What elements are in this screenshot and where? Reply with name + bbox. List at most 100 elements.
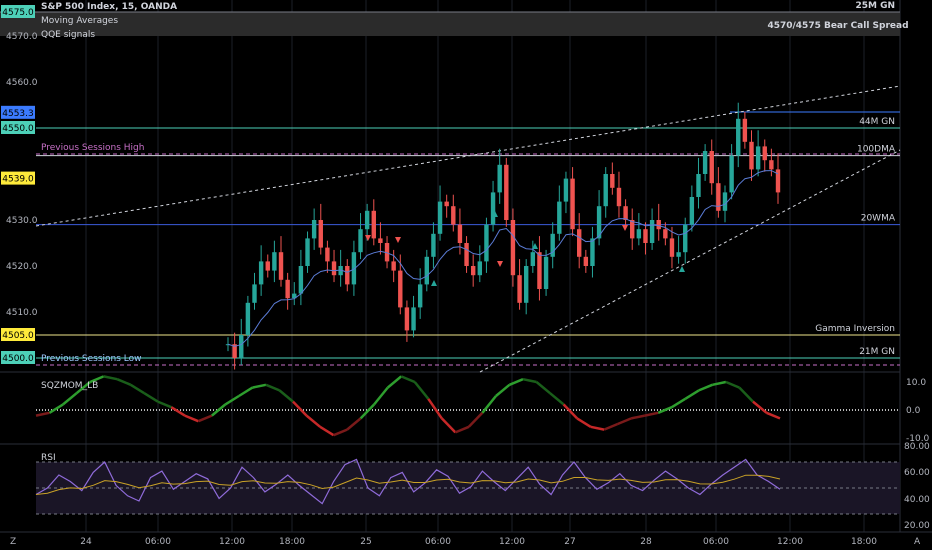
- candle-body: [689, 197, 695, 225]
- rsi-ma-line: [35, 474, 781, 495]
- price-badge-label: 4539.0: [2, 175, 34, 185]
- price-axis[interactable]: 4570.0 4560.0 4530.0 4520.0 4510.0: [6, 32, 38, 318]
- candle-body: [716, 183, 721, 211]
- candle-body: [490, 192, 496, 225]
- time-tick: 12:00: [499, 537, 525, 547]
- sqz-segment: [373, 386, 389, 406]
- candle-body: [477, 261, 483, 276]
- candle-body: [444, 201, 449, 207]
- strategy-banner: [0, 12, 900, 36]
- rsi-title: RSI: [41, 453, 56, 463]
- candle-body: [736, 118, 741, 156]
- sqz-segment: [427, 398, 443, 420]
- sqz-segment: [671, 397, 686, 409]
- price-badge: [1, 328, 35, 341]
- candle-body: [550, 233, 555, 257]
- rsi-tick: 80.00: [904, 442, 930, 452]
- sqz-segment: [400, 375, 416, 384]
- candle-body: [451, 206, 456, 225]
- candle-body: [596, 206, 602, 239]
- candle-body: [318, 220, 323, 248]
- candle-body: [239, 335, 244, 358]
- sqz-segment: [657, 406, 673, 414]
- candle-body: [563, 178, 569, 202]
- sqz-segment: [319, 425, 335, 437]
- candle-body: [464, 243, 469, 266]
- candle-body: [510, 220, 516, 276]
- candle-body: [696, 174, 701, 197]
- candle-body: [245, 302, 251, 335]
- sqz-segment: [333, 428, 348, 437]
- price-badge-label: 4505.0: [2, 331, 34, 341]
- candle-body: [722, 192, 728, 211]
- candle-body: [504, 164, 509, 220]
- candle-body: [683, 224, 688, 253]
- top-right-level-label: 25M GN: [855, 1, 895, 11]
- time-tick: 18:00: [279, 537, 305, 547]
- rsi-line: [35, 458, 781, 505]
- upper-trendline[interactable]: [35, 85, 901, 227]
- sqz-segment: [359, 403, 376, 420]
- candle-body: [371, 210, 376, 239]
- indicator-moving-averages[interactable]: Moving Averages: [41, 16, 119, 26]
- sqz-segment: [698, 383, 713, 392]
- sqz-segment: [644, 411, 659, 417]
- candle-body: [577, 229, 582, 257]
- sqz-segment: [292, 400, 308, 417]
- sqz-segment: [238, 386, 254, 398]
- level-label: 21M GN: [859, 347, 895, 357]
- candle-body: [391, 261, 396, 271]
- candle-body: [384, 243, 390, 262]
- time-axis[interactable]: 24 06:00 12:00 18:00 25 06:00 12:00 27 28 06:00 12…: [80, 537, 877, 547]
- level-label: 44M GN: [859, 117, 895, 127]
- bottom-left-button[interactable]: Z: [10, 537, 16, 547]
- candle-body: [517, 275, 522, 303]
- time-grid: [85, 0, 865, 532]
- candle-body: [325, 247, 330, 262]
- candle-body: [775, 169, 781, 193]
- rsi-tick: 20.00: [904, 521, 930, 531]
- qqe-signal-marker: [492, 211, 498, 217]
- sqz-segment: [386, 375, 403, 389]
- sqz-segment: [157, 400, 172, 409]
- indicator-qqe[interactable]: QQE signals: [41, 30, 96, 40]
- symbol-title[interactable]: S&P 500 Index, 15, OANDA: [41, 2, 178, 12]
- sqz-segment: [197, 414, 213, 423]
- sqz-tick: -10.0: [906, 434, 930, 444]
- sqz-segment: [576, 417, 592, 428]
- candle-body: [530, 252, 536, 266]
- candle-body: [338, 266, 343, 276]
- rsi-tick: 60.00: [904, 468, 930, 478]
- candle-body: [656, 220, 661, 230]
- qqe-signal-marker: [622, 225, 628, 231]
- price-badge: [1, 171, 35, 185]
- candle-body: [497, 164, 502, 193]
- sqz-axis: 10.0 0.0 -10.0: [906, 378, 930, 444]
- candle-body: [252, 284, 257, 303]
- candle-body: [331, 261, 337, 276]
- candle-body: [311, 220, 317, 239]
- bottom-right-button[interactable]: A: [914, 537, 921, 547]
- sqz-segment: [738, 386, 754, 403]
- rsi-tick: 40.00: [904, 495, 930, 505]
- lower-trendline[interactable]: [479, 149, 901, 373]
- sqz-segment: [440, 417, 457, 434]
- candle-body: [431, 233, 436, 257]
- sqz-segment: [467, 411, 484, 428]
- candle-body: [424, 256, 429, 285]
- sqz-segment: [75, 381, 91, 395]
- candle-body: [484, 224, 489, 262]
- candle-body: [398, 270, 403, 308]
- sqz-segment: [617, 417, 632, 426]
- time-tick: 12:00: [219, 537, 245, 547]
- sqz-segment: [508, 378, 524, 386]
- candle-body: [636, 229, 642, 239]
- sqz-segment: [346, 417, 362, 431]
- price-badge: [1, 351, 35, 364]
- candle-body: [265, 261, 270, 271]
- sqz-title: SQZMOM_LB: [41, 381, 98, 391]
- price-badge-label: 4500.0: [2, 354, 34, 364]
- candle-body: [272, 252, 277, 271]
- qqe-signal-marker: [679, 266, 685, 272]
